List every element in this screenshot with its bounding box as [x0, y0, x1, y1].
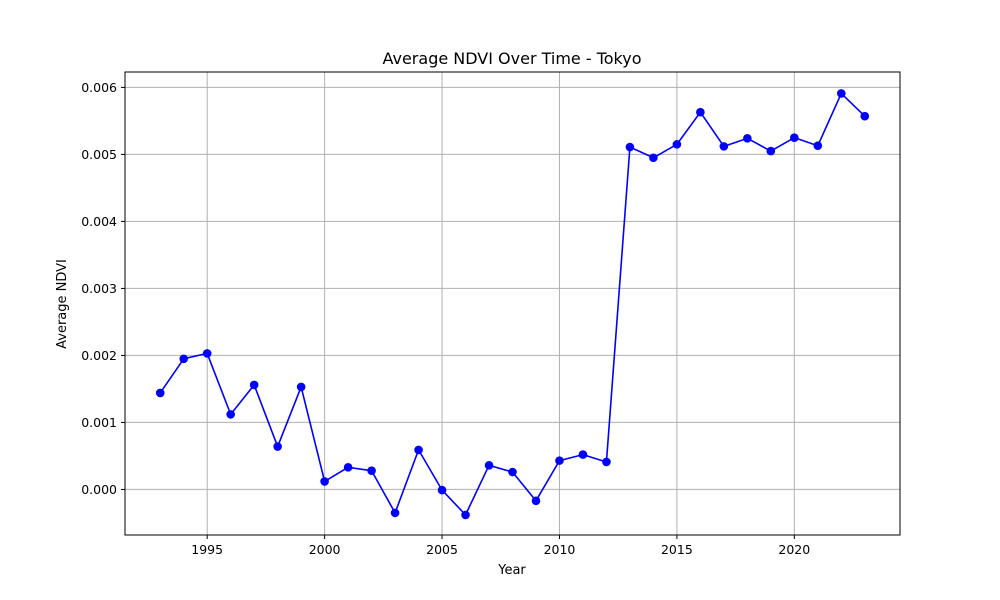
data-point — [743, 134, 752, 143]
data-point — [367, 466, 376, 475]
data-point — [390, 508, 400, 518]
data-point — [320, 477, 329, 486]
x-axis-label: Year — [497, 563, 526, 578]
x-tick-label: 2005 — [426, 542, 458, 557]
x-tick-label: 1995 — [191, 542, 223, 557]
x-tick-label: 2015 — [661, 542, 693, 557]
data-point — [766, 146, 776, 156]
y-tick-label: 0.002 — [81, 348, 117, 363]
data-point — [578, 450, 588, 459]
y-tick-label: 0.000 — [81, 482, 117, 497]
data-point — [649, 153, 658, 163]
x-axis-ticks: 1995 2000 2005 2010 2015 2020 — [191, 535, 810, 557]
y-tick-label: 0.003 — [81, 281, 117, 296]
data-point — [531, 496, 541, 506]
data-point — [836, 89, 846, 98]
data-point — [179, 354, 189, 364]
data-point — [437, 485, 447, 495]
data-point — [296, 382, 306, 392]
data-point — [414, 445, 423, 455]
data-series — [155, 89, 870, 520]
data-point — [484, 461, 494, 470]
chart-title: Average NDVI Over Time - Tokyo — [382, 49, 641, 68]
data-point — [155, 388, 165, 398]
data-point — [625, 142, 635, 152]
data-point — [461, 510, 470, 520]
y-tick-label: 0.005 — [81, 147, 117, 162]
x-tick-label: 2010 — [544, 542, 576, 557]
grid-lines — [125, 72, 900, 535]
data-point — [719, 142, 729, 151]
x-tick-label: 2000 — [309, 542, 341, 557]
y-axis-label: Average NDVI — [55, 259, 70, 349]
data-point — [249, 380, 259, 390]
data-point — [860, 111, 870, 121]
data-point — [555, 456, 564, 465]
data-point — [343, 463, 353, 472]
data-point — [813, 141, 823, 150]
data-point — [602, 457, 611, 467]
data-point — [672, 140, 682, 149]
plot-frame — [124, 71, 901, 536]
y-tick-label: 0.006 — [81, 80, 117, 95]
data-point — [273, 442, 282, 451]
y-tick-label: 0.004 — [81, 214, 117, 229]
data-point — [226, 410, 235, 419]
data-point — [696, 107, 705, 117]
y-tick-label: 0.001 — [81, 415, 117, 430]
data-point — [202, 349, 212, 358]
x-tick-label: 2020 — [778, 542, 810, 557]
y-axis-ticks: 0.000 0.001 0.002 0.003 0.004 0.005 0.006 — [81, 80, 125, 497]
data-point — [790, 133, 799, 142]
data-point — [508, 467, 517, 477]
